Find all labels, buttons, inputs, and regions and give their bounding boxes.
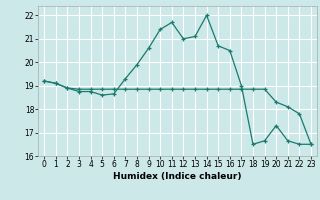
X-axis label: Humidex (Indice chaleur): Humidex (Indice chaleur) [113,172,242,181]
